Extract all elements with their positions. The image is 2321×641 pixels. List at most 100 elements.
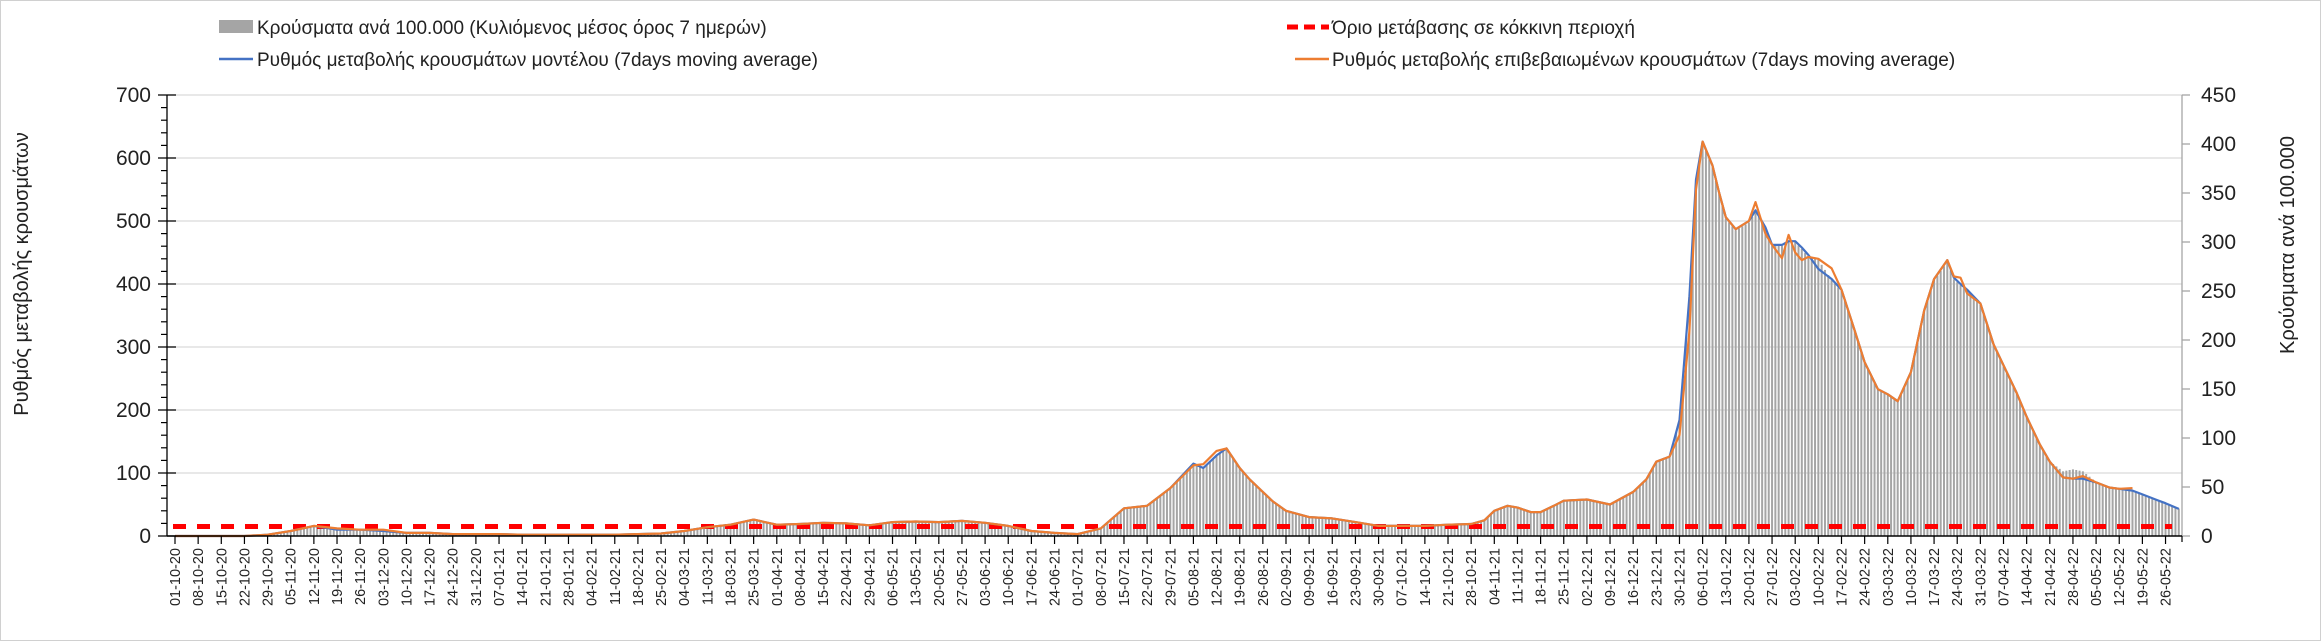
- case-bar: [365, 530, 368, 536]
- case-bar: [716, 525, 719, 536]
- case-bar: [703, 527, 706, 536]
- right-tick-label: 50: [2201, 476, 2224, 499]
- case-bar: [1341, 520, 1344, 536]
- x-tick-label: 18-03-21: [724, 548, 740, 606]
- case-bar: [2062, 471, 2065, 536]
- case-bar: [1883, 393, 1886, 536]
- case-bar: [1569, 500, 1572, 536]
- left-tick-label: 300: [116, 336, 151, 359]
- case-bar: [1532, 512, 1535, 536]
- x-tick-label: 25-03-21: [747, 548, 763, 606]
- x-tick-label: 28-10-21: [1464, 548, 1480, 606]
- case-bar: [1989, 334, 1992, 536]
- case-bar: [286, 531, 289, 536]
- case-bar: [306, 527, 309, 536]
- x-tick-label: 13-01-22: [1719, 548, 1735, 606]
- case-bar: [669, 532, 672, 536]
- case-bar: [1013, 527, 1016, 536]
- case-bar: [1661, 459, 1664, 536]
- case-bar: [858, 524, 861, 536]
- case-bar: [1195, 465, 1198, 536]
- case-bar: [1242, 471, 1245, 536]
- case-bar: [782, 524, 785, 536]
- case-bar: [831, 523, 834, 536]
- case-bar: [1420, 526, 1423, 536]
- case-bar: [2131, 490, 2134, 536]
- case-bar: [1566, 500, 1569, 536]
- x-tick-label: 27-05-21: [955, 548, 971, 606]
- legend-swatch-cases: [219, 20, 253, 33]
- case-bar: [1688, 296, 1691, 536]
- x-tick-label: 25-11-21: [1557, 548, 1573, 605]
- case-bar: [1609, 504, 1612, 536]
- case-bar: [1632, 491, 1635, 536]
- case-bar: [1122, 508, 1125, 536]
- case-bar: [709, 526, 712, 536]
- case-bar: [1929, 290, 1932, 536]
- case-bar: [1129, 507, 1132, 536]
- case-bar: [1410, 526, 1413, 536]
- case-bar: [2144, 496, 2147, 536]
- case-bar: [1185, 470, 1188, 536]
- case-bar: [1675, 432, 1678, 536]
- x-tick-label: 07-10-21: [1395, 548, 1411, 606]
- x-tick-label: 04-02-21: [585, 548, 601, 606]
- case-bar: [1936, 275, 1939, 536]
- case-bar: [1870, 376, 1873, 536]
- x-tick-label: 13-05-21: [909, 548, 925, 606]
- case-bar: [1000, 525, 1003, 536]
- case-bar: [1450, 524, 1453, 536]
- case-bar: [1099, 528, 1102, 536]
- case-bar: [412, 533, 415, 536]
- x-tick-label: 15-10-20: [214, 548, 230, 606]
- case-bar: [805, 523, 808, 536]
- x-tick-label: 11-02-21: [608, 548, 624, 605]
- case-bar: [435, 533, 438, 536]
- x-tick-label: 17-02-22: [1835, 548, 1851, 606]
- case-bar: [425, 533, 428, 536]
- case-bar: [2071, 469, 2074, 536]
- case-bar: [339, 530, 342, 536]
- case-bar: [2055, 466, 2058, 536]
- case-bar: [1952, 279, 1955, 536]
- gridlines: [167, 94, 2182, 474]
- case-bar: [1552, 505, 1555, 536]
- case-bar: [1933, 280, 1936, 536]
- case-bar: [957, 521, 960, 536]
- x-tick-label: 21-10-21: [1441, 548, 1457, 606]
- case-bar: [1298, 514, 1301, 536]
- case-bar: [1486, 517, 1489, 536]
- case-bar: [2081, 471, 2084, 536]
- case-bar: [431, 533, 434, 536]
- case-bar: [418, 533, 421, 536]
- case-bar: [1575, 500, 1578, 536]
- case-bar: [1747, 222, 1750, 536]
- case-bar: [696, 528, 699, 536]
- x-tick-label: 01-04-21: [770, 548, 786, 606]
- case-bar: [1814, 258, 1817, 536]
- case-bar: [666, 532, 669, 536]
- case-bar: [1294, 513, 1297, 536]
- x-tick-label: 31-03-22: [1973, 548, 1989, 606]
- x-tick-label: 09-12-21: [1603, 548, 1619, 606]
- case-bar: [841, 523, 844, 536]
- x-tick-label: 08-07-21: [1094, 548, 1110, 606]
- case-bar: [1665, 457, 1668, 536]
- case-bar: [296, 529, 299, 536]
- case-bar: [1037, 531, 1040, 536]
- case-bar: [2105, 486, 2108, 536]
- case-bar: [974, 522, 977, 536]
- case-bar: [1473, 523, 1476, 536]
- case-bar: [736, 522, 739, 536]
- case-bar: [1642, 482, 1645, 536]
- case-bar: [1139, 506, 1142, 536]
- case-bar: [1238, 468, 1241, 536]
- right-tick-label: 0: [2201, 525, 2213, 548]
- case-bar: [1744, 224, 1747, 537]
- case-bar: [825, 523, 828, 536]
- case-bar: [1873, 383, 1876, 536]
- case-bar: [2147, 497, 2150, 536]
- case-bar: [1622, 497, 1625, 536]
- case-bar: [1440, 524, 1443, 536]
